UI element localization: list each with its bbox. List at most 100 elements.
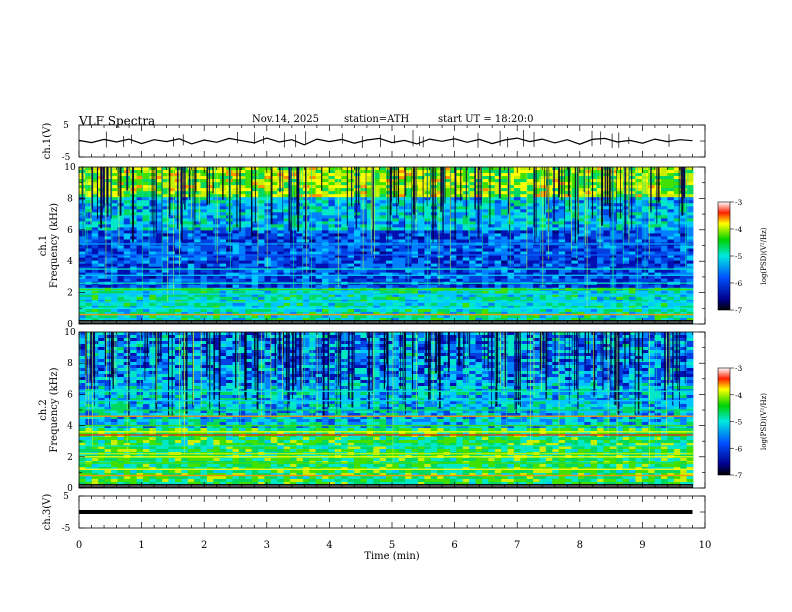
spectrogram-cell: [552, 194, 560, 198]
spectrogram-cell: [341, 254, 349, 258]
spectrogram-cell: [341, 296, 349, 301]
spectrogram-cell: [405, 302, 412, 307]
spectrogram-cell: [79, 269, 86, 274]
spectrogram-cell: [673, 257, 681, 261]
spectrogram-cell: [91, 296, 99, 301]
spectrogram-cell: [149, 275, 157, 280]
spectrogram-cell: [667, 239, 675, 243]
spectrogram-cell: [661, 200, 668, 204]
spectrogram-cell: [213, 311, 221, 316]
spectrogram-cell: [469, 266, 476, 271]
spectrogram-cell: [296, 248, 304, 252]
spectrogram-cell: [526, 311, 534, 316]
spectrogram-cell: [258, 197, 265, 201]
spectrogram-cell: [264, 245, 272, 249]
spectrogram-cell: [366, 260, 374, 265]
spectrogram-cell: [654, 266, 662, 271]
spectrogram-cell: [661, 182, 668, 186]
spectrogram-cell: [584, 209, 592, 213]
spectrogram-cell: [123, 233, 131, 237]
spectrogram-cell: [520, 251, 528, 255]
spectrogram-cell: [507, 248, 515, 252]
spectrogram-cell: [449, 248, 457, 252]
spectrogram-cell: [379, 173, 387, 177]
spectrogram-cell: [635, 194, 643, 198]
spectrogram-cell: [264, 185, 272, 189]
spectrogram-cell: [206, 218, 214, 222]
spectrogram-cell: [494, 170, 502, 174]
spectrogram-cell: [354, 212, 361, 216]
spectrogram-cell: [513, 233, 521, 237]
spectrogram-cell: [219, 260, 227, 265]
spectrogram-cell: [366, 263, 374, 268]
spectrogram-cell: [290, 302, 297, 307]
spectrogram-cell: [686, 266, 694, 271]
spectrogram-cell: [379, 293, 387, 298]
spectrogram-cell: [149, 266, 157, 271]
spectrogram-cell: [142, 248, 150, 252]
spectrogram-cell: [475, 284, 483, 289]
spectrogram-cell: [462, 224, 470, 228]
spectrogram-cell: [258, 218, 265, 222]
spectrogram-cell: [513, 179, 521, 183]
spectrogram-cell: [162, 284, 169, 289]
spectrogram-cell: [91, 239, 99, 243]
spectrogram-cell: [494, 245, 502, 249]
spectrogram-cell: [181, 224, 189, 228]
spectrogram-cell: [174, 230, 182, 234]
spectrogram-cell: [232, 176, 240, 180]
spectrogram-cell: [680, 308, 688, 313]
spectrogram-cell: [149, 206, 157, 210]
spectrogram-cell: [654, 212, 662, 216]
spectrogram-cell: [507, 197, 515, 201]
spectrogram-cell: [194, 290, 201, 295]
spectrogram-cell: [200, 218, 208, 222]
spectrogram-cell: [354, 206, 361, 210]
spectrogram-cell: [264, 269, 272, 274]
spectrogram-cell: [328, 272, 336, 277]
spectrogram-cell: [501, 176, 508, 180]
spectrogram-cell: [680, 203, 688, 207]
spectrogram-cell: [603, 239, 611, 243]
spectrogram-cell: [136, 179, 144, 183]
spectrogram-cell: [597, 239, 604, 243]
spectrogram-cell: [136, 227, 144, 231]
spectrogram-cell: [449, 263, 457, 268]
spectrogram-cell: [520, 227, 528, 231]
spectrogram-cell: [552, 314, 560, 319]
spectrogram-cell: [520, 212, 528, 216]
spectrogram-cell: [354, 302, 361, 307]
spectrogram-cell: [162, 293, 169, 298]
spectrogram-cell: [456, 188, 464, 192]
spectrogram-cell: [501, 215, 508, 219]
spectrogram-cell: [226, 278, 233, 283]
spectrogram-cell: [309, 266, 317, 271]
spectrogram-cell: [270, 239, 278, 243]
spectrogram-cell: [315, 173, 323, 177]
spectrogram-cell: [251, 236, 259, 240]
spectrogram-cell: [686, 302, 694, 307]
spectrogram-cell: [213, 245, 221, 249]
spectrogram-cell: [386, 233, 393, 237]
spectrogram-cell: [673, 230, 681, 234]
spectrogram-cell: [302, 266, 310, 271]
spectrogram-cell: [437, 317, 444, 322]
spectrogram-cell: [149, 311, 157, 316]
spectrogram-cell: [270, 197, 278, 201]
spectrogram-cell: [616, 167, 624, 171]
spectrogram-cell: [187, 251, 195, 255]
spectrogram-cell: [398, 233, 406, 237]
spectrogram-cell: [360, 314, 368, 319]
spectrogram-cell: [680, 257, 688, 261]
spectrogram-cell: [104, 239, 112, 243]
spectrogram-cell: [513, 188, 521, 192]
spectrogram-cell: [200, 188, 208, 192]
spectrogram-cell: [181, 284, 189, 289]
spectrogram-cell: [315, 263, 323, 268]
spectrogram-cell: [219, 269, 227, 274]
spectrogram-cell: [533, 317, 540, 322]
spectrogram-cell: [194, 251, 201, 255]
spectrogram-cell: [168, 185, 176, 189]
spectrogram-cell: [123, 227, 131, 231]
spectrogram-cell: [162, 212, 169, 216]
